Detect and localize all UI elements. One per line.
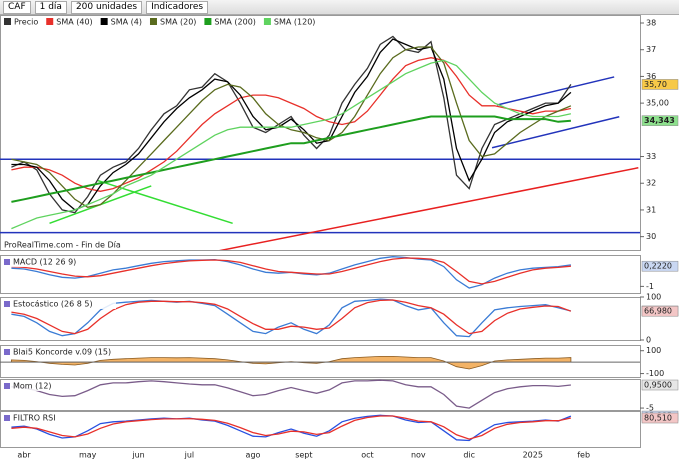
- panel-title-bg: [2, 347, 136, 357]
- indicators[interactable]: Indicadores: [146, 0, 209, 14]
- x-tick-label: ago: [246, 451, 261, 460]
- x-tick-label: dic: [463, 451, 475, 460]
- panel: [0, 345, 641, 378]
- y-tick-label: 100: [646, 293, 661, 302]
- units[interactable]: 200 unidades: [70, 0, 143, 14]
- panel: [0, 15, 641, 251]
- panel-icon: [4, 349, 10, 355]
- legend-label: SMA (200): [214, 18, 256, 27]
- area: [10, 356, 572, 370]
- y-tick-label: 32: [646, 179, 656, 188]
- x-tick-label: oct: [361, 451, 373, 460]
- x-tick-label: feb: [577, 451, 590, 460]
- panel-title-bg: [2, 381, 56, 391]
- series-line: [11, 415, 572, 440]
- legend-label: SMA (20): [160, 18, 196, 27]
- y-tick-label: -100: [646, 369, 664, 378]
- y-tick-label: 38: [646, 19, 656, 28]
- panel-title-bg: [2, 299, 116, 309]
- value-box: [641, 379, 679, 391]
- legend-swatch: [263, 18, 271, 25]
- legend-label: Precio: [14, 18, 38, 27]
- y-tick-label: 33: [646, 152, 656, 161]
- value-box: [641, 79, 679, 90]
- period[interactable]: 1 día: [34, 0, 67, 14]
- x-tick-label: nov: [411, 451, 426, 460]
- series-line: [11, 115, 571, 203]
- panel: [0, 411, 641, 448]
- y-tick-label: 0: [646, 336, 651, 345]
- panel-icon: [4, 301, 10, 307]
- y-tick-label: 30: [646, 232, 656, 241]
- x-tick-label: jul: [184, 451, 195, 460]
- plot: [11, 256, 571, 289]
- trend-line: [219, 167, 639, 250]
- legend-label: SMA (120): [274, 18, 316, 27]
- x-tick-label: sept: [295, 451, 312, 460]
- panel-title: MACD (12 26 9): [13, 258, 76, 267]
- x-tick-label: may: [79, 451, 97, 460]
- panel-title-bg: [2, 257, 86, 267]
- legend-swatch: [100, 18, 108, 25]
- y-tick-label: 100: [646, 346, 661, 355]
- legend-swatch: [149, 18, 157, 25]
- legend-label: SMA (4): [111, 18, 142, 27]
- y-tick-label: 31: [646, 205, 656, 214]
- value-box-label: 80,510: [644, 414, 672, 423]
- series-line: [11, 414, 572, 442]
- toolbar: CAF 1 día 200 unidades Indicadores: [0, 0, 679, 15]
- value-box-label: 34,343: [644, 116, 675, 125]
- value-box-label: 66,980: [644, 307, 672, 316]
- series-line: [11, 379, 571, 409]
- trend-line: [491, 116, 620, 149]
- series-line: [11, 257, 571, 285]
- value-box: [641, 115, 679, 126]
- symbol[interactable]: CAF: [3, 0, 31, 14]
- value-box: [641, 412, 679, 424]
- trend-line: [496, 76, 615, 106]
- trend-line: [97, 179, 233, 225]
- panel-icon: [4, 383, 10, 389]
- plot: [0, 356, 640, 370]
- value-box-label: 0,9500: [644, 381, 672, 390]
- source: ProRealTime.com - Fin de Día: [4, 241, 121, 250]
- panel-icon: [4, 415, 10, 421]
- y-tick-label: 35,00: [646, 99, 669, 108]
- value-box: [641, 305, 679, 317]
- panel-title: Mom (12): [13, 382, 52, 391]
- plot: [11, 379, 571, 409]
- legend-swatch: [46, 18, 54, 25]
- series-line: [11, 46, 572, 208]
- panel-title-bg: [2, 413, 66, 423]
- value-box: [641, 260, 679, 272]
- value-box-label: 35,70: [644, 80, 667, 89]
- series-line: [11, 35, 572, 214]
- plot: [0, 35, 640, 250]
- panel: [0, 255, 641, 294]
- panel-title: Blai5 Koncorde v.09 (15): [13, 348, 111, 357]
- plot: [11, 414, 572, 442]
- series-line: [11, 299, 572, 335]
- series-line: [11, 57, 572, 192]
- y-tick-label: 37: [646, 45, 656, 54]
- panel-title: FILTRO RSI: [13, 414, 56, 423]
- panel: [0, 379, 641, 411]
- legend-label: SMA (40): [56, 18, 92, 27]
- panel-icon: [4, 259, 10, 265]
- x-tick-label: jun: [131, 451, 144, 460]
- value-box-label: 0,2220: [644, 262, 672, 271]
- series-line: [11, 59, 572, 230]
- legend-swatch: [204, 18, 212, 25]
- panel: [0, 297, 641, 341]
- x-tick-label: abr: [17, 451, 31, 460]
- y-tick-label: 36: [646, 72, 656, 81]
- legend-swatch: [4, 18, 11, 25]
- y-tick-label: -1: [646, 282, 654, 291]
- panel-title: Estocástico (26 8 5): [13, 300, 93, 309]
- chart: 30 31 32 33 35,00 36 37 38 35,70 34,343 Precio SMA …: [0, 15, 679, 460]
- y-tick-label: -5: [646, 404, 654, 413]
- x-tick-label: 2025: [523, 451, 543, 460]
